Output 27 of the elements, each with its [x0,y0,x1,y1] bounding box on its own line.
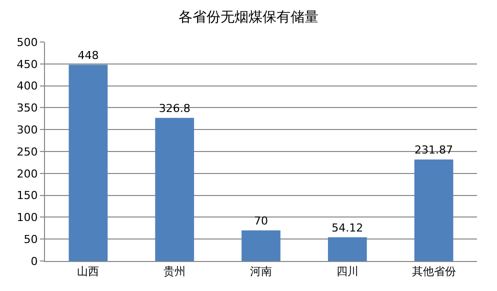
data-label: 326.8 [158,102,190,115]
y-tick-label: 50 [24,232,38,246]
y-tick-label: 150 [16,189,38,202]
x-tick-label: 山西 [77,265,100,278]
bar [414,159,454,261]
y-tick-label: 400 [16,80,38,93]
bar [328,237,367,261]
data-label: 231.87 [414,143,454,156]
bar [155,118,194,261]
y-tick-label: 100 [16,211,38,224]
data-label: 448 [78,48,99,62]
chart-title: 各省份无烟煤保有储量 [178,9,318,26]
y-tick-label: 350 [16,102,38,115]
y-tick-label: 200 [16,167,38,180]
bar [68,64,108,261]
x-tick-label: 四川 [336,265,358,278]
y-tick-label: 0 [30,254,38,268]
bar [242,230,280,261]
x-tick-label: 其他省份 [412,265,456,278]
x-tick-label: 河南 [250,265,272,278]
data-label: 70 [254,214,268,228]
y-tick-label: 300 [16,123,38,136]
x-tick-label: 贵州 [164,265,186,278]
y-tick-label: 500 [16,36,38,49]
y-tick-label: 250 [16,145,38,158]
data-label: 54.12 [332,221,364,234]
y-tick-label: 450 [16,58,38,71]
